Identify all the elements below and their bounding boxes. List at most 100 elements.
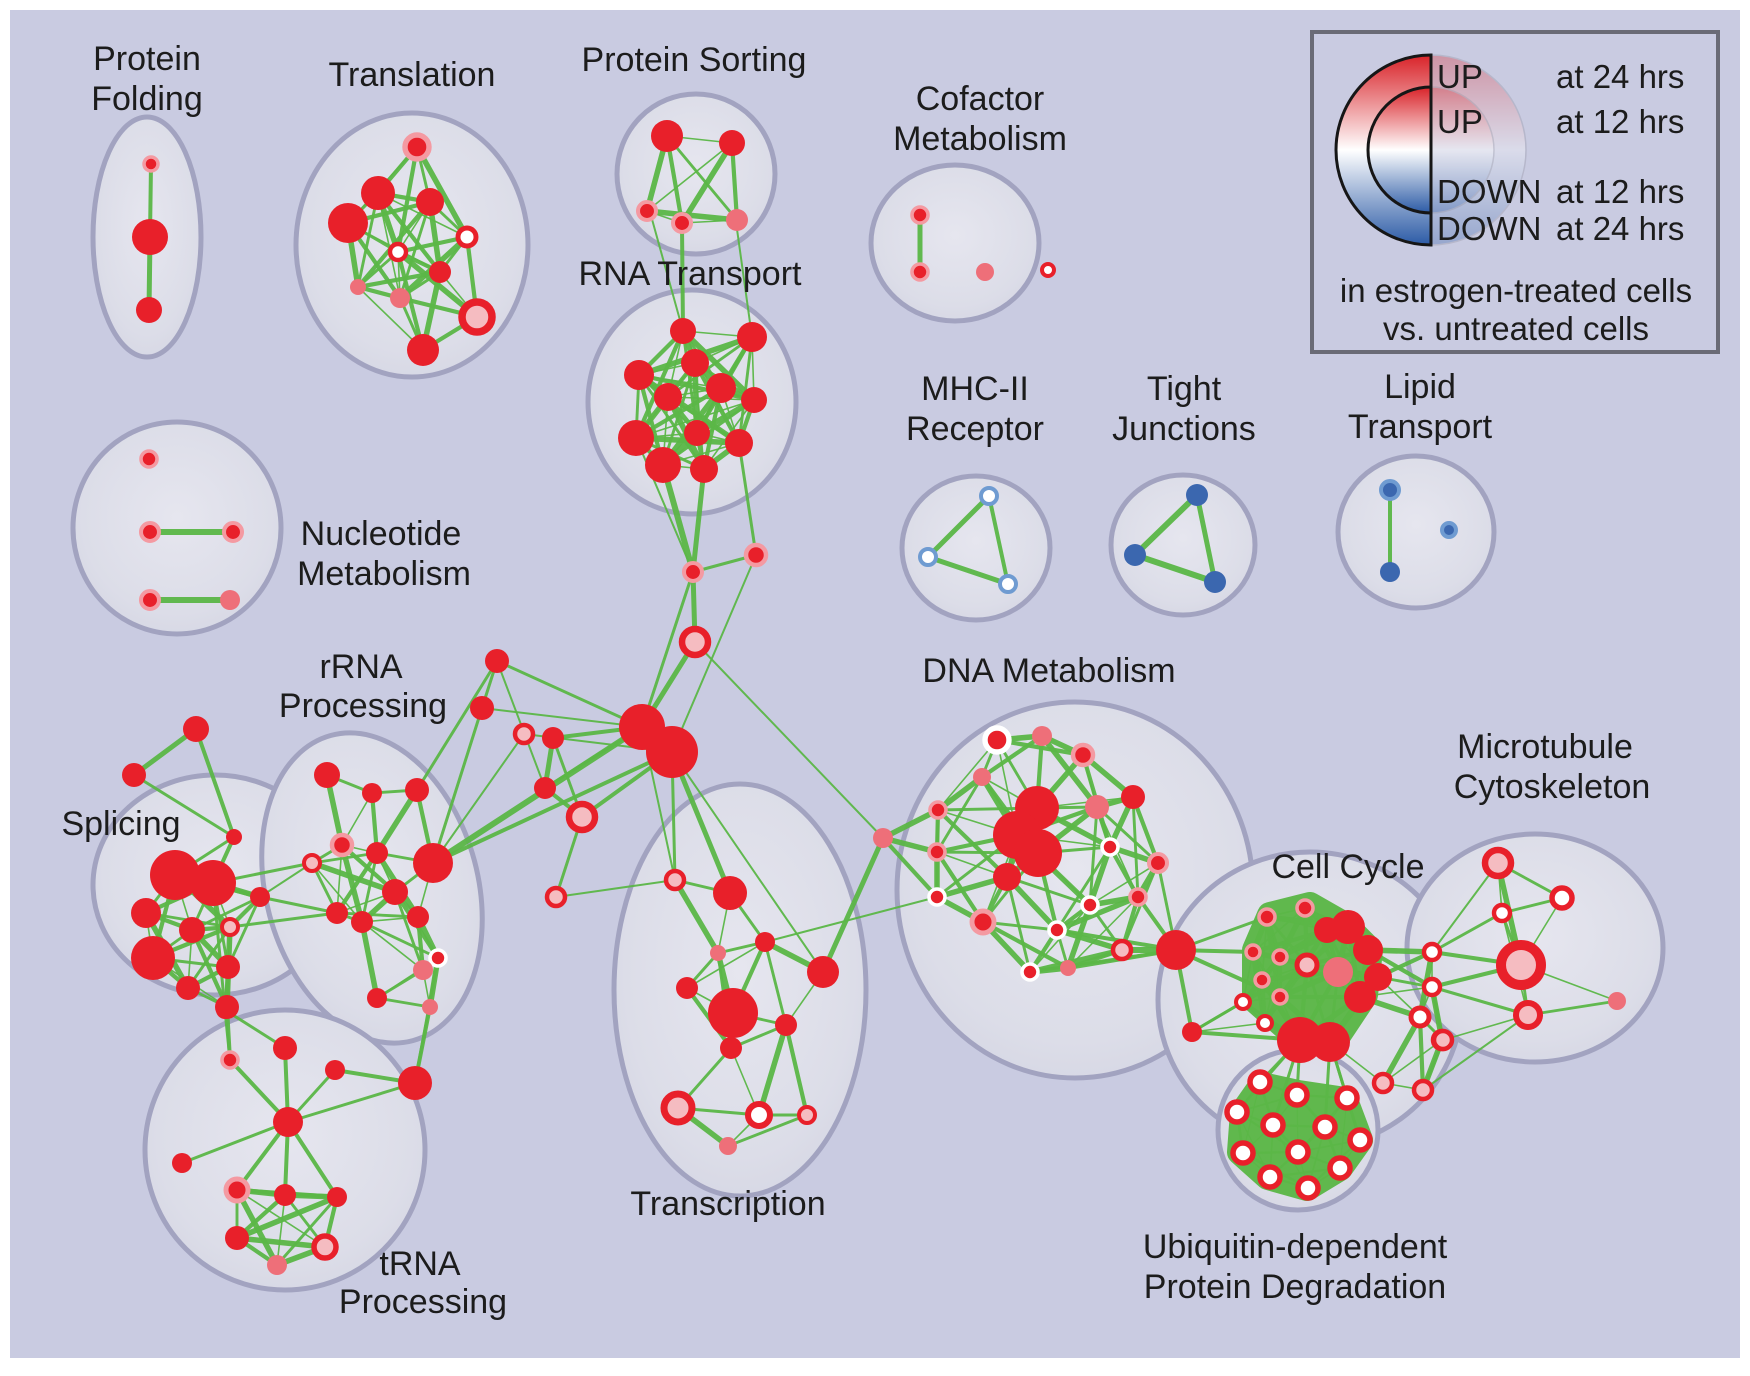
gene-set-node[interactable] [1230,1140,1256,1166]
gene-set-node[interactable] [1247,1069,1273,1095]
gene-set-node[interactable] [407,906,429,928]
gene-set-node[interactable] [719,130,745,156]
gene-set-node[interactable] [1379,479,1401,501]
gene-set-node[interactable] [413,843,453,883]
gene-set-node[interactable] [1491,902,1513,924]
gene-set-node[interactable] [797,1105,817,1125]
gene-set-node[interactable] [382,879,408,905]
gene-set-node[interactable] [1128,887,1148,907]
gene-set-node[interactable] [273,1107,303,1137]
gene-set-node[interactable] [221,520,245,544]
gene-set-node[interactable] [413,960,433,980]
gene-set-node[interactable] [720,1037,742,1059]
gene-set-node[interactable] [910,262,930,282]
gene-set-node[interactable] [327,1187,347,1207]
gene-set-node[interactable] [678,625,712,659]
gene-set-node[interactable] [910,205,930,225]
gene-set-node[interactable] [1020,962,1040,982]
gene-set-node[interactable] [176,976,200,1000]
gene-set-node[interactable] [1070,742,1096,768]
gene-set-node[interactable] [311,1233,339,1261]
gene-set-node[interactable] [624,360,654,390]
gene-set-node[interactable] [681,560,705,584]
gene-set-node[interactable] [1312,1114,1338,1140]
gene-set-node[interactable] [362,783,382,803]
gene-set-node[interactable] [744,1100,774,1130]
gene-set-node[interactable] [1421,941,1443,963]
gene-set-node[interactable] [618,420,654,456]
gene-set-node[interactable] [387,241,409,263]
gene-set-node[interactable] [1110,938,1134,962]
gene-set-node[interactable] [132,219,168,255]
gene-set-node[interactable] [225,1226,249,1250]
gene-set-node[interactable] [737,322,767,352]
gene-set-node[interactable] [645,447,681,483]
gene-set-node[interactable] [542,727,564,749]
gene-set-node[interactable] [544,885,568,909]
gene-set-node[interactable] [918,547,938,567]
gene-set-node[interactable] [1256,1014,1274,1032]
gene-set-node[interactable] [179,917,205,943]
gene-set-node[interactable] [1121,785,1145,809]
gene-set-node[interactable] [1408,1005,1432,1029]
gene-set-node[interactable] [1481,846,1515,880]
gene-set-node[interactable] [927,887,947,907]
gene-set-node[interactable] [670,211,694,235]
gene-set-node[interactable] [138,520,162,544]
gene-set-node[interactable] [684,420,710,446]
gene-set-node[interactable] [706,373,736,403]
gene-set-node[interactable] [565,800,599,834]
gene-set-node[interactable] [220,917,240,937]
gene-set-node[interactable] [405,778,429,802]
gene-set-node[interactable] [1234,993,1252,1011]
gene-set-node[interactable] [142,155,160,173]
gene-set-node[interactable] [873,828,893,848]
gene-set-node[interactable] [1253,971,1271,989]
gene-set-node[interactable] [1244,943,1262,961]
gene-set-node[interactable] [1204,571,1226,593]
gene-set-node[interactable] [485,649,509,673]
gene-set-node[interactable] [428,948,448,968]
gene-set-node[interactable] [670,318,696,344]
gene-set-node[interactable] [350,279,366,295]
gene-set-node[interactable] [1014,829,1062,877]
gene-set-node[interactable] [1440,521,1458,539]
gene-set-node[interactable] [325,1060,345,1080]
gene-set-node[interactable] [223,1176,251,1204]
gene-set-node[interactable] [138,588,162,612]
gene-set-node[interactable] [326,902,348,924]
gene-set-node[interactable] [1431,1028,1455,1052]
gene-set-node[interactable] [1260,1112,1286,1138]
gene-set-node[interactable] [1496,940,1546,990]
gene-set-node[interactable] [654,383,682,411]
gene-set-node[interactable] [1257,907,1277,927]
gene-set-node[interactable] [1310,1022,1350,1062]
gene-set-node[interactable] [190,860,236,906]
gene-set-node[interactable] [1040,262,1056,278]
gene-set-node[interactable] [136,297,162,323]
gene-set-node[interactable] [1156,930,1196,970]
gene-set-node[interactable] [927,842,947,862]
gene-set-node[interactable] [998,574,1018,594]
gene-set-node[interactable] [267,1255,287,1275]
gene-set-node[interactable] [973,768,991,786]
gene-set-node[interactable] [361,176,395,210]
gene-set-node[interactable] [1224,1099,1250,1125]
gene-set-node[interactable] [1085,795,1109,819]
gene-set-node[interactable] [122,763,146,787]
gene-set-node[interactable] [398,1066,432,1100]
gene-set-node[interactable] [710,945,726,961]
gene-set-node[interactable] [407,334,439,366]
gene-set-node[interactable] [969,908,997,936]
gene-set-node[interactable] [1080,895,1100,915]
gene-set-node[interactable] [534,777,556,799]
gene-set-node[interactable] [250,887,270,907]
gene-set-node[interactable] [1371,1071,1395,1095]
gene-set-node[interactable] [1323,957,1353,987]
gene-set-node[interactable] [979,486,999,506]
gene-set-node[interactable] [302,853,322,873]
gene-set-node[interactable] [690,455,718,483]
gene-set-node[interactable] [775,1014,797,1036]
gene-set-node[interactable] [660,1090,696,1126]
gene-set-node[interactable] [1421,976,1443,998]
